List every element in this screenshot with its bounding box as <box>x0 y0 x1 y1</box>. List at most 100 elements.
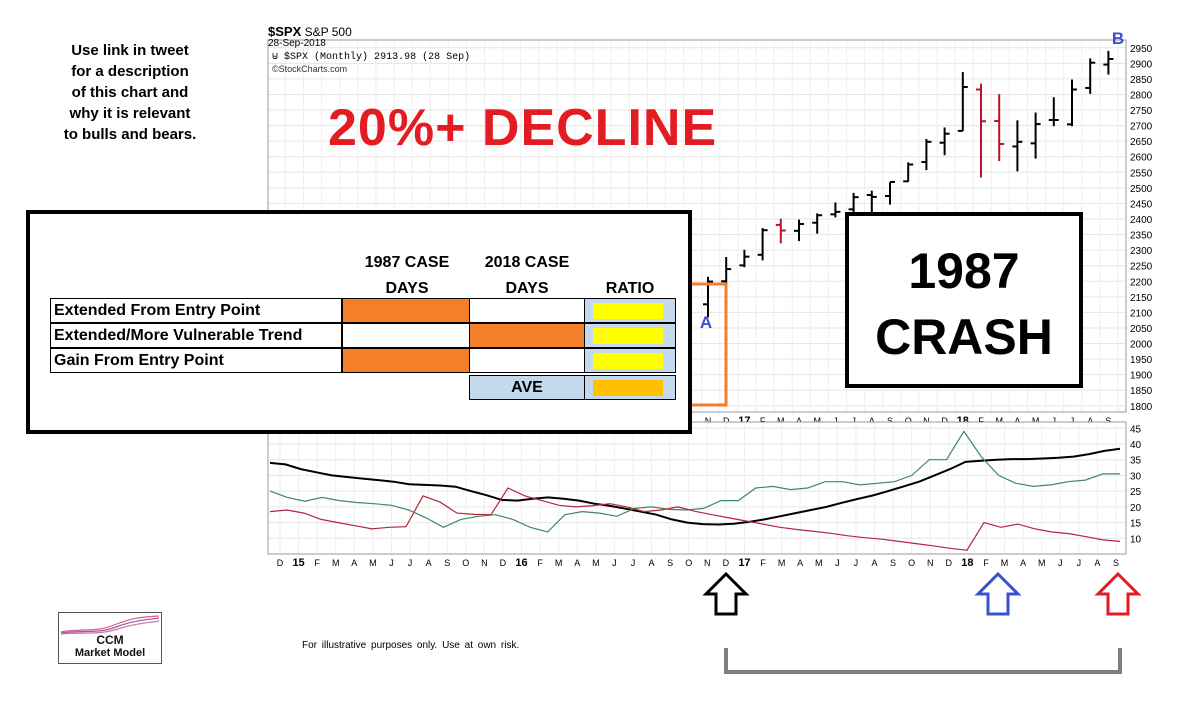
indicator-tick-label: 30 <box>1130 471 1142 482</box>
indicator-month-label: M <box>815 558 823 568</box>
price-month-label: M <box>777 416 785 426</box>
cell-2018-extended <box>469 298 585 323</box>
cell-ratio-ave <box>584 375 676 400</box>
ohlc-bar <box>775 218 786 244</box>
indicator-month-label: 17 <box>738 557 750 569</box>
indicator-month-label: D <box>500 558 507 568</box>
price-month-label: J <box>833 416 838 426</box>
col-header-2018-line1: 2018 CASE <box>484 254 570 271</box>
ohlc-bar <box>1103 50 1114 75</box>
price-tick-label: 2350 <box>1130 231 1153 242</box>
indicator-month-label: J <box>1058 558 1063 568</box>
indicator-month-label: M <box>1001 558 1009 568</box>
indicator-series-line <box>269 487 1121 551</box>
cell-2018-vulnerable <box>469 323 585 348</box>
ohlc-bar <box>976 83 986 178</box>
indicator-month-label: O <box>908 558 915 568</box>
price-tick-label: 2800 <box>1130 90 1153 101</box>
ohlc-bar <box>794 219 804 242</box>
price-month-label: D <box>723 416 730 426</box>
price-month-label: N <box>705 416 712 426</box>
indicator-series-line <box>269 447 1121 526</box>
indicator-panel-border <box>267 421 1127 555</box>
cell-ratio-gain <box>584 348 676 373</box>
logo-line-2: Market Model <box>74 647 146 659</box>
ave-swatch <box>593 380 663 396</box>
price-tick-label: 2600 <box>1130 153 1153 164</box>
indicator-month-label: J <box>389 558 394 568</box>
price-month-label: S <box>1105 416 1111 426</box>
indicator-month-label: N <box>927 558 934 568</box>
symbol: $SPX <box>268 24 302 39</box>
price-tick-label: 2100 <box>1130 308 1153 319</box>
price-month-label: M <box>1032 416 1040 426</box>
indicator-month-label: J <box>835 558 840 568</box>
indicator-month-label: M <box>369 558 377 568</box>
indicator-month-label: J <box>408 558 413 568</box>
price-month-label: M <box>813 416 821 426</box>
ohlc-bar <box>921 138 932 171</box>
ohlc-bar <box>1085 58 1096 94</box>
indicator-month-label: 16 <box>515 557 527 569</box>
indicator-month-label: O <box>462 558 469 568</box>
indicator-month-label: A <box>871 558 877 568</box>
indicator-month-label: A <box>1094 558 1100 568</box>
price-month-label: F <box>760 416 766 426</box>
indicator-month-label: J <box>854 558 859 568</box>
tweet-note: Use link in tweet for a description of t… <box>63 42 197 143</box>
price-axis: 1800 1850 1900 1950 2000 2050 2100 2150 2200 2250… <box>1130 44 1153 413</box>
price-tick-label: 2750 <box>1130 106 1153 117</box>
label-a: A <box>700 313 712 332</box>
chart-header-symbol: $SPX S&P 500 <box>268 24 352 39</box>
col-header-1987: 1987 CASE DAYS <box>342 250 472 302</box>
decline-title: 20%+ DECLINE <box>328 99 718 157</box>
price-tick-label: 2950 <box>1130 44 1153 55</box>
ohlc-bar <box>903 162 914 183</box>
indicator-month-label: J <box>612 558 617 568</box>
indicator-tick-label: 45 <box>1130 424 1142 435</box>
price-tick-label: 2200 <box>1130 277 1153 288</box>
indicator-month-label: N <box>704 558 711 568</box>
chart-quote: ⊎ $SPX (Monthly) 2913.98 (28 Sep) <box>272 51 470 63</box>
indicator-month-label: F <box>537 558 543 568</box>
indicator-tick-label: 15 <box>1130 519 1142 530</box>
blue-arrow <box>974 571 1022 616</box>
indicator-month-label: D <box>946 558 953 568</box>
cell-1987-extended <box>342 298 470 323</box>
price-tick-label: 1900 <box>1130 371 1153 382</box>
gray-bracket <box>724 648 1122 674</box>
ohlc-bar <box>1030 112 1041 159</box>
ratio-swatch-3 <box>593 353 663 369</box>
price-tick-label: 2300 <box>1130 246 1153 257</box>
ohlc-bar <box>939 127 950 156</box>
col-header-1987-line1: 1987 CASE <box>364 254 450 271</box>
indicator-month-label: S <box>890 558 896 568</box>
price-tick-label: 2000 <box>1130 340 1153 351</box>
indicator-month-label: D <box>277 558 284 568</box>
ohlc-bar <box>721 256 732 286</box>
ohlc-bar <box>866 190 877 214</box>
indicator-month-label: O <box>685 558 692 568</box>
indicator-series-line <box>269 430 1120 533</box>
indicator-month-label: A <box>649 558 655 568</box>
ohlc-bar <box>739 249 750 268</box>
logo-line-1: CCM <box>96 633 124 647</box>
indicator-month-label: A <box>1020 558 1026 568</box>
label-b: B <box>1112 29 1124 48</box>
price-tick-label: 2450 <box>1130 199 1153 210</box>
orange-bracket <box>688 282 728 407</box>
ohlc-bar <box>957 72 968 132</box>
price-tick-label: 2050 <box>1130 324 1153 335</box>
ohlc-bar <box>1012 120 1023 172</box>
indicator-tick-label: 35 <box>1130 456 1142 467</box>
price-month-label: S <box>887 416 893 426</box>
indicator-tick-label: 20 <box>1130 503 1142 514</box>
cell-2018-gain <box>469 348 585 373</box>
indicator-month-label: 15 <box>292 557 304 569</box>
disclaimer: For illustrative purposes only. Use at o… <box>302 640 520 651</box>
price-tick-label: 2550 <box>1130 168 1153 179</box>
red-arrow <box>1094 571 1142 616</box>
row-label-gain: Gain From Entry Point <box>50 348 342 373</box>
price-tick-label: 2400 <box>1130 215 1153 226</box>
